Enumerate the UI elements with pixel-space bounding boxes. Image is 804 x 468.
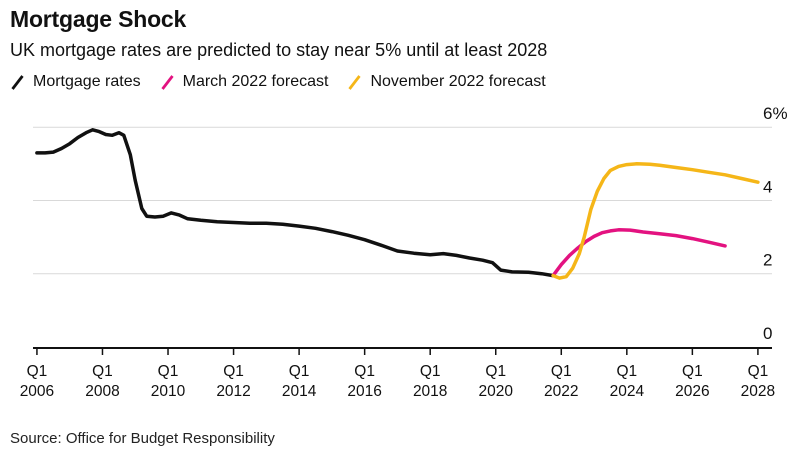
chart-subtitle: UK mortgage rates are predicted to stay … bbox=[10, 40, 548, 60]
line-chart-canvas: 0 2 4 6% Q1 2006 Q1 2008 Q1 2010 Q1 2012 Q1 2014 Q1 201… bbox=[20, 104, 788, 400]
y-axis-label-6: 6% bbox=[763, 104, 788, 123]
x-tick-label-quarter-2014: Q1 bbox=[289, 363, 310, 380]
x-tick-label-year-2016: 2016 bbox=[347, 383, 381, 400]
legend-label: November 2022 forecast bbox=[370, 73, 546, 90]
legend-item-mortgage-rates: Mortgage rates bbox=[10, 73, 141, 91]
slash-marker-icon bbox=[160, 74, 174, 90]
legend-item-november-2022-forecast: November 2022 forecast bbox=[347, 73, 546, 91]
x-tick-label-year-2010: 2010 bbox=[151, 383, 186, 400]
source-note: Source: Office for Budget Responsibility bbox=[10, 430, 275, 447]
x-tick-label-quarter-2022: Q1 bbox=[551, 363, 572, 380]
x-tick-label-year-2018: 2018 bbox=[413, 383, 447, 400]
legend-label: March 2022 forecast bbox=[182, 73, 329, 90]
x-tick-label-year-2024: 2024 bbox=[610, 383, 645, 400]
chart-legend: Mortgage rates March 2022 forecast Novem… bbox=[10, 73, 546, 91]
y-axis-label-0: 0 bbox=[763, 324, 772, 343]
x-tick-label-quarter-2018: Q1 bbox=[420, 363, 441, 380]
x-tick-label-year-2028: 2028 bbox=[741, 383, 775, 400]
x-tick-label-year-2006: 2006 bbox=[20, 383, 54, 400]
y-axis-label-4: 4 bbox=[763, 177, 772, 196]
slash-marker-icon bbox=[348, 74, 362, 90]
x-tick-label-quarter-2020: Q1 bbox=[485, 363, 506, 380]
legend-label: Mortgage rates bbox=[33, 73, 141, 90]
slash-marker-icon bbox=[11, 74, 24, 90]
x-tick-label-year-2026: 2026 bbox=[675, 383, 709, 400]
x-tick-label-year-2022: 2022 bbox=[544, 383, 578, 400]
page-title: Mortgage Shock bbox=[10, 6, 187, 32]
x-tick-label-quarter-2024: Q1 bbox=[616, 363, 637, 380]
y-axis-label-2: 2 bbox=[763, 251, 772, 270]
x-tick-label-year-2008: 2008 bbox=[85, 383, 119, 400]
x-tick-label-year-2020: 2020 bbox=[478, 383, 513, 400]
x-tick-label-quarter-2008: Q1 bbox=[92, 363, 113, 380]
series-line-november-2022-forecast bbox=[551, 162, 760, 280]
x-tick-label-quarter-2012: Q1 bbox=[223, 363, 244, 380]
x-tick-label-quarter-2026: Q1 bbox=[682, 363, 703, 380]
x-tick-label-quarter-2006: Q1 bbox=[27, 363, 48, 380]
x-tick-label-quarter-2016: Q1 bbox=[354, 363, 375, 380]
series-line-mortgage-rates bbox=[35, 128, 555, 278]
x-tick-label-year-2014: 2014 bbox=[282, 383, 317, 400]
x-tick-label-quarter-2028: Q1 bbox=[748, 363, 769, 380]
legend-item-march-2022-forecast: March 2022 forecast bbox=[160, 73, 329, 91]
x-tick-label-year-2012: 2012 bbox=[216, 383, 250, 400]
series-line-march-2022-forecast bbox=[551, 228, 727, 278]
x-tick-label-quarter-2010: Q1 bbox=[158, 363, 179, 380]
